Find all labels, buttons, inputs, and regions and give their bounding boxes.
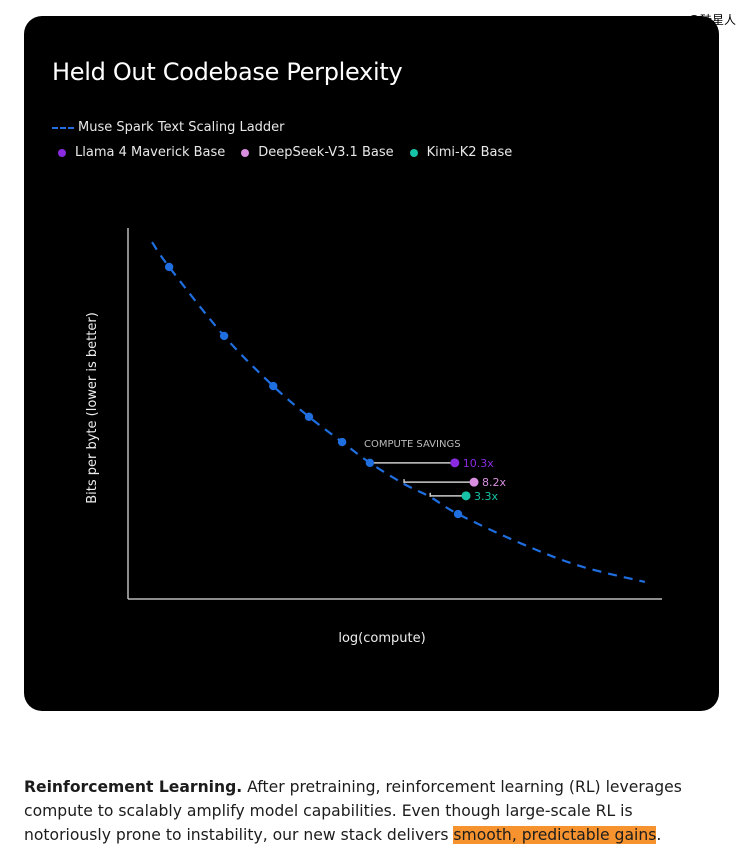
chart-plot: log(compute) Bits per byte (lower is bet…: [85, 228, 662, 646]
watermark: @硅星人: [688, 13, 737, 27]
dot-icon: [58, 148, 66, 157]
x-axis-label: log(compute): [338, 631, 425, 646]
dot-icon: [409, 148, 418, 157]
y-axis-label: Bits per byte (lower is better): [85, 312, 100, 504]
compute-savings-label: 3.3x: [474, 490, 498, 503]
paragraph-end: .: [656, 826, 662, 844]
legend-item: Kimi-K2 Base: [409, 145, 513, 160]
scaling-point: [219, 331, 229, 341]
highlighted-text: smooth, predictable gains: [453, 826, 657, 844]
scaling-point: [453, 509, 463, 519]
chart-card: [24, 16, 719, 711]
dot-icon: [241, 148, 250, 157]
legend-label: Kimi-K2 Base: [426, 145, 513, 160]
scaling-point: [365, 458, 375, 468]
model-point: [461, 491, 471, 501]
scaling-point: [164, 262, 174, 272]
scaling-point: [269, 381, 278, 391]
body-paragraph: Reinforcement Learning. After pretrainin…: [24, 775, 724, 847]
scaling-ladder-line: [151, 241, 646, 584]
legend-row-1: Muse Spark Text Scaling Ladder: [52, 120, 285, 135]
compute-savings-label: 10.3x: [463, 457, 494, 470]
compute-savings-label: 8.2x: [482, 476, 506, 489]
paragraph-lead: Reinforcement Learning.: [24, 778, 243, 796]
scaling-point: [304, 412, 314, 422]
legend-label: Llama 4 Maverick Base: [75, 145, 226, 160]
legend-item: Llama 4 Maverick Base: [58, 145, 225, 160]
model-point: [469, 477, 479, 487]
legend-label: DeepSeek-V3.1 Base: [258, 145, 394, 160]
compute-savings-annotation: COMPUTE SAVINGS: [364, 439, 461, 450]
legend-label: Muse Spark Text Scaling Ladder: [78, 120, 285, 135]
dashed-line-legend-icon: [52, 126, 74, 129]
paragraph-text: After pretraining, reinforcement learnin…: [24, 778, 682, 844]
scaling-point: [337, 437, 347, 447]
legend-item: DeepSeek-V3.1 Base: [241, 145, 394, 160]
model-point: [450, 458, 460, 468]
legend-row-2: Llama 4 Maverick Base DeepSeek-V3.1 Base…: [58, 145, 528, 160]
chart-title: Held Out Codebase Perplexity: [52, 58, 403, 86]
